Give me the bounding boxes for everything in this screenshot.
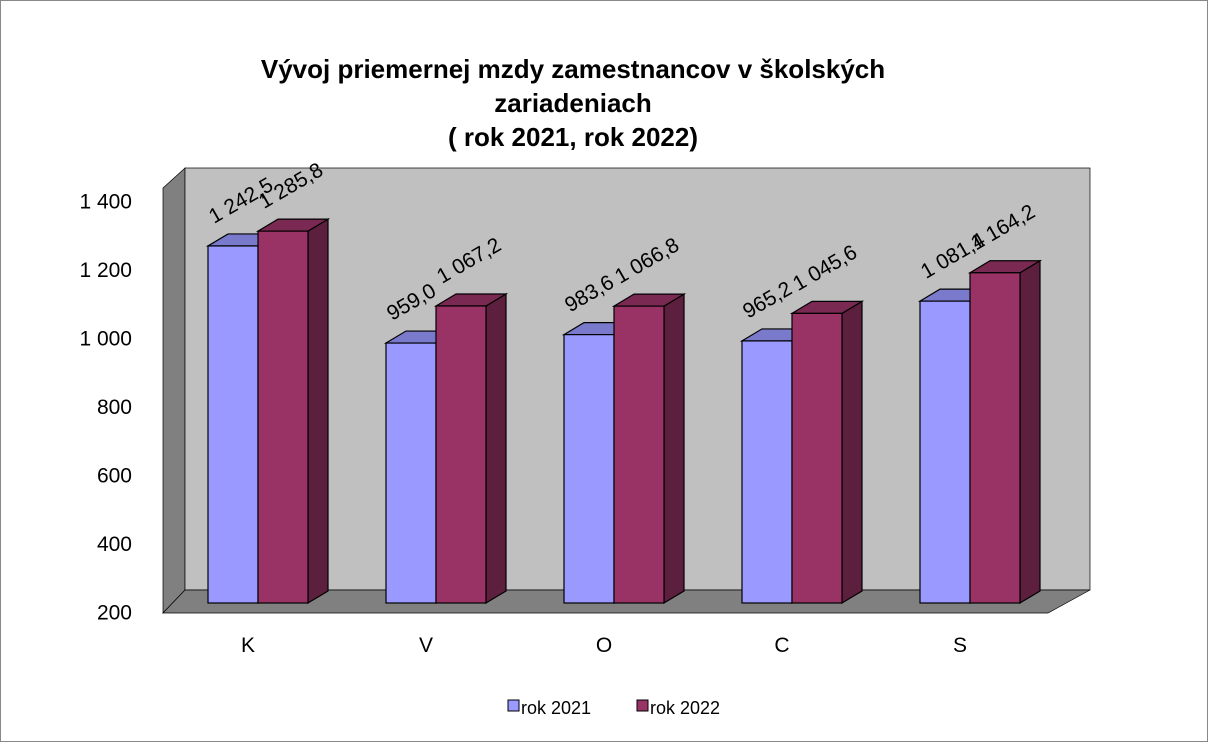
bar-front bbox=[257, 230, 309, 604]
bar-face bbox=[485, 292, 507, 605]
bar-face bbox=[841, 300, 863, 605]
y-tick-label: 200 bbox=[97, 602, 132, 625]
side-wall bbox=[162, 167, 186, 614]
bar-front bbox=[435, 305, 487, 604]
y-tick-label: 1 200 bbox=[79, 259, 132, 282]
bar-front bbox=[613, 305, 665, 604]
chart-title: Vývoj priemernej mzdy zamestnancov v ško… bbox=[261, 54, 885, 84]
x-tick-label: O bbox=[596, 634, 612, 657]
chart-title: ( rok 2021, rok 2022) bbox=[448, 122, 698, 152]
bar bbox=[611, 293, 687, 605]
legend-label: rok 2021 bbox=[521, 698, 591, 718]
bar-face bbox=[1019, 259, 1041, 605]
x-tick-label: S bbox=[953, 634, 967, 657]
legend-swatch bbox=[636, 699, 649, 712]
y-tick-label: 1 400 bbox=[79, 191, 132, 214]
bar-front bbox=[791, 312, 843, 604]
bar-front bbox=[385, 342, 437, 604]
y-tick-label: 1 000 bbox=[79, 328, 132, 351]
bar-face bbox=[307, 218, 329, 605]
chart-title: zariadeniach bbox=[494, 88, 652, 118]
bar-front bbox=[969, 272, 1021, 604]
x-tick-label: V bbox=[419, 634, 433, 657]
bar bbox=[433, 292, 509, 605]
x-tick-label: C bbox=[774, 634, 789, 657]
bar-front bbox=[207, 245, 259, 604]
bar-front bbox=[563, 334, 615, 604]
bar-front bbox=[919, 300, 971, 604]
bar-face bbox=[663, 293, 685, 605]
y-tick-label: 400 bbox=[97, 533, 132, 556]
y-tick-label: 800 bbox=[97, 396, 132, 419]
bar bbox=[255, 218, 331, 605]
x-tick-label: K bbox=[241, 634, 255, 657]
y-tick-label: 600 bbox=[97, 465, 132, 488]
bar bbox=[967, 259, 1043, 605]
bar-front bbox=[741, 340, 793, 604]
bar bbox=[789, 300, 865, 605]
legend-label: rok 2022 bbox=[650, 698, 720, 718]
legend-swatch bbox=[507, 699, 520, 712]
